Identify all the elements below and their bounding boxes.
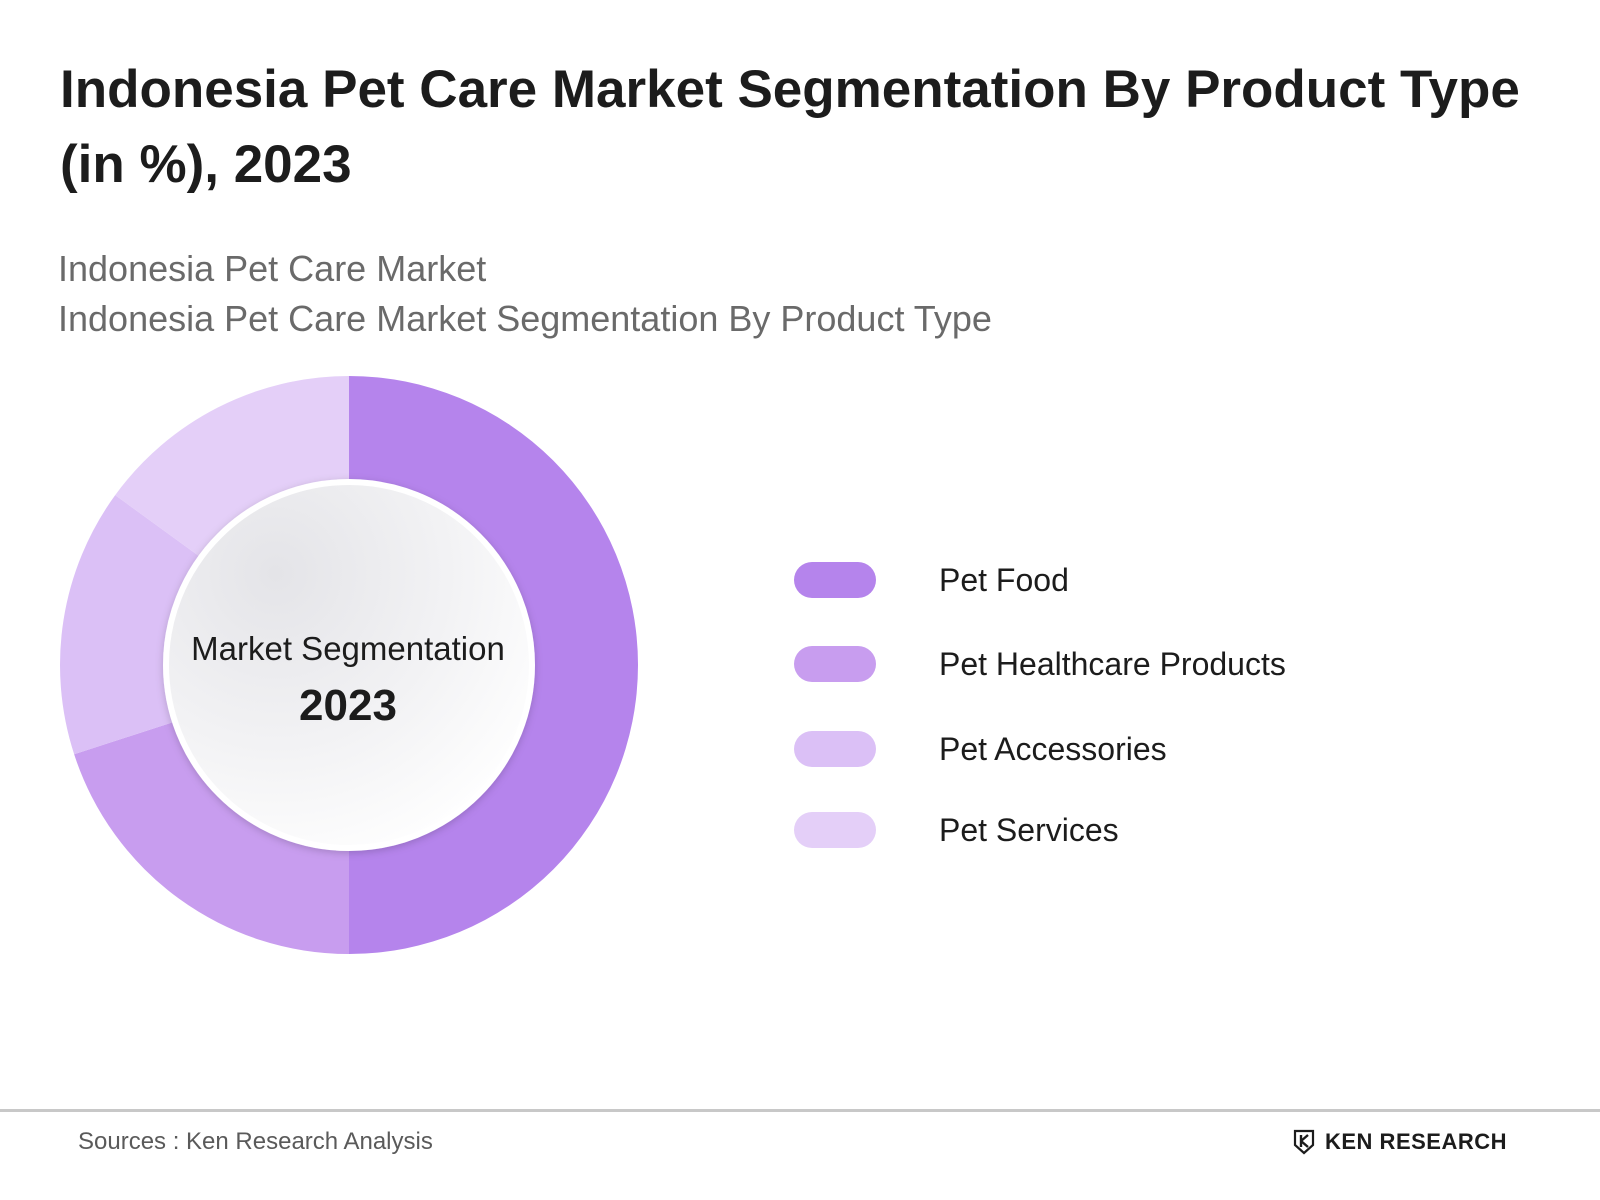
donut-center-disc xyxy=(163,479,535,851)
legend-label: Pet Accessories xyxy=(939,731,1167,767)
brand-name: KEN RESEARCH xyxy=(1325,1129,1508,1154)
chart-legend: Pet Food Pet Healthcare Products Pet Acces… xyxy=(794,0,1494,1200)
legend-swatch xyxy=(794,562,876,598)
legend-swatch xyxy=(794,812,876,848)
ken-research-logo-icon xyxy=(1293,1129,1315,1155)
legend-label: Pet Healthcare Products xyxy=(939,646,1286,682)
donut-center-label: Market Segmentation 2023 xyxy=(168,628,528,736)
legend-swatch xyxy=(794,646,876,682)
chart-title: Indonesia Pet Care Market Segmentation B… xyxy=(60,60,1520,194)
donut-slice-pet-food xyxy=(349,376,638,954)
legend-label: Pet Food xyxy=(939,562,1069,598)
subtitle-line-2: Indonesia Pet Care Market Segmentation B… xyxy=(58,298,992,339)
subtitle-line-1: Indonesia Pet Care Market xyxy=(58,248,487,289)
center-label-line-2: 2023 xyxy=(299,681,397,730)
donut-slice-pet-services xyxy=(115,376,349,560)
donut-chart xyxy=(60,376,638,954)
legend-swatch xyxy=(794,731,876,767)
center-label-line-1: Market Segmentation xyxy=(191,630,505,667)
donut-slice-pet-healthcare-products xyxy=(74,720,350,954)
subtitle: Indonesia Pet Care Market Indonesia Pet … xyxy=(58,244,992,344)
source-note: Sources : Ken Research Analysis xyxy=(78,1128,433,1155)
donut-slices xyxy=(60,376,638,954)
legend-label: Pet Services xyxy=(939,812,1119,848)
footer-divider xyxy=(0,1109,1600,1112)
